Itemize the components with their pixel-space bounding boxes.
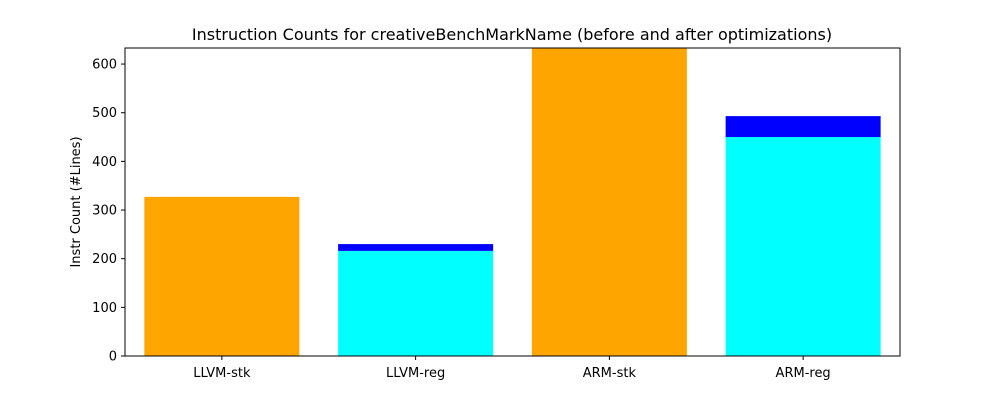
y-tick-label: 400	[92, 155, 117, 170]
y-tick-label: 0	[109, 350, 117, 365]
plot-frame	[124, 47, 901, 357]
y-tick-label: 500	[92, 106, 117, 121]
bar-arm-stk-segment-1	[531, 48, 687, 356]
bars-group	[144, 48, 881, 356]
x-tick-label: LLVM-reg	[386, 366, 445, 381]
x-tick-label: ARM-reg	[776, 366, 831, 381]
x-tick-label: ARM-stk	[583, 366, 637, 381]
x-axis: LLVM-stk LLVM-reg ARM-stk ARM-reg	[193, 356, 831, 381]
chart-title: Instruction Counts for creativeBenchMark…	[192, 25, 832, 44]
y-tick-label: 300	[92, 204, 117, 219]
y-tick-label: 200	[92, 252, 117, 267]
y-tick-label: 600	[92, 58, 117, 73]
bar-arm-reg-segment-2	[725, 116, 881, 138]
bar-llvm-reg-segment-1	[338, 250, 494, 356]
bar-llvm-reg-segment-2	[338, 244, 494, 251]
y-tick-label: 100	[92, 301, 117, 316]
bar-arm-reg-segment-1	[725, 137, 881, 356]
y-axis-label: Instr Count (#Lines)	[69, 136, 84, 267]
x-tick-label: LLVM-stk	[193, 366, 251, 381]
y-axis: 0 100 200 300 400 500 600	[92, 58, 125, 365]
bar-llvm-stk-segment-1	[144, 196, 300, 356]
